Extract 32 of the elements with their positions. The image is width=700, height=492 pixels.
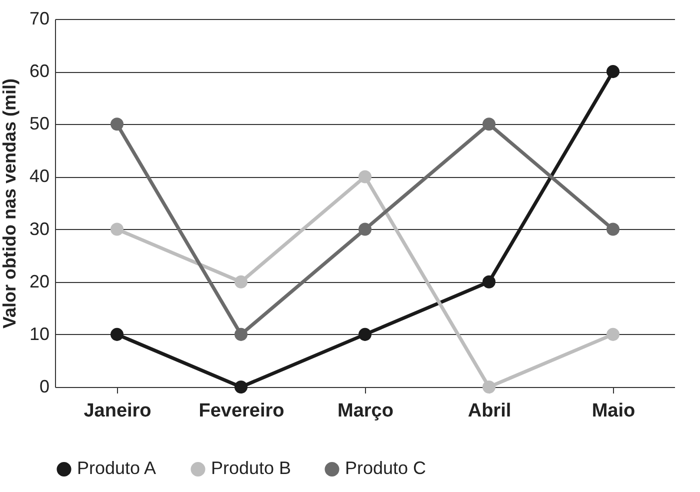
x-tick-label: Janeiro <box>84 400 152 422</box>
point <box>234 328 248 341</box>
y-tick-label: 70 <box>29 8 50 28</box>
x-tick-label: Março <box>338 400 394 422</box>
point <box>482 118 496 131</box>
y-tick-label: 40 <box>29 166 50 186</box>
x-tick-label: Abril <box>468 400 512 422</box>
point <box>234 380 248 394</box>
point <box>234 275 248 288</box>
point <box>110 222 124 236</box>
point <box>606 65 620 78</box>
y-tick-label: 0 <box>39 376 50 396</box>
y-tick-label: 10 <box>29 324 50 344</box>
point <box>110 118 124 131</box>
x-tick-label: Fevereiro <box>198 400 284 422</box>
point <box>358 170 372 184</box>
point <box>606 222 620 236</box>
legend-label: Produto C <box>345 458 426 478</box>
point <box>110 328 124 341</box>
y-tick-label: 50 <box>29 114 50 134</box>
x-tick-label: Maio <box>592 400 636 422</box>
y-axis-title: Valor obtido nas vendas (mil) <box>0 78 20 329</box>
legend-label: Produto B <box>211 458 292 478</box>
point <box>358 328 372 341</box>
point <box>606 328 620 341</box>
legend-label: Produto A <box>77 458 156 478</box>
point <box>482 275 496 288</box>
y-tick-label: 30 <box>29 218 50 239</box>
y-tick-label: 20 <box>29 271 50 292</box>
point <box>358 222 372 236</box>
point <box>482 380 496 394</box>
y-tick-label: 60 <box>29 61 50 82</box>
